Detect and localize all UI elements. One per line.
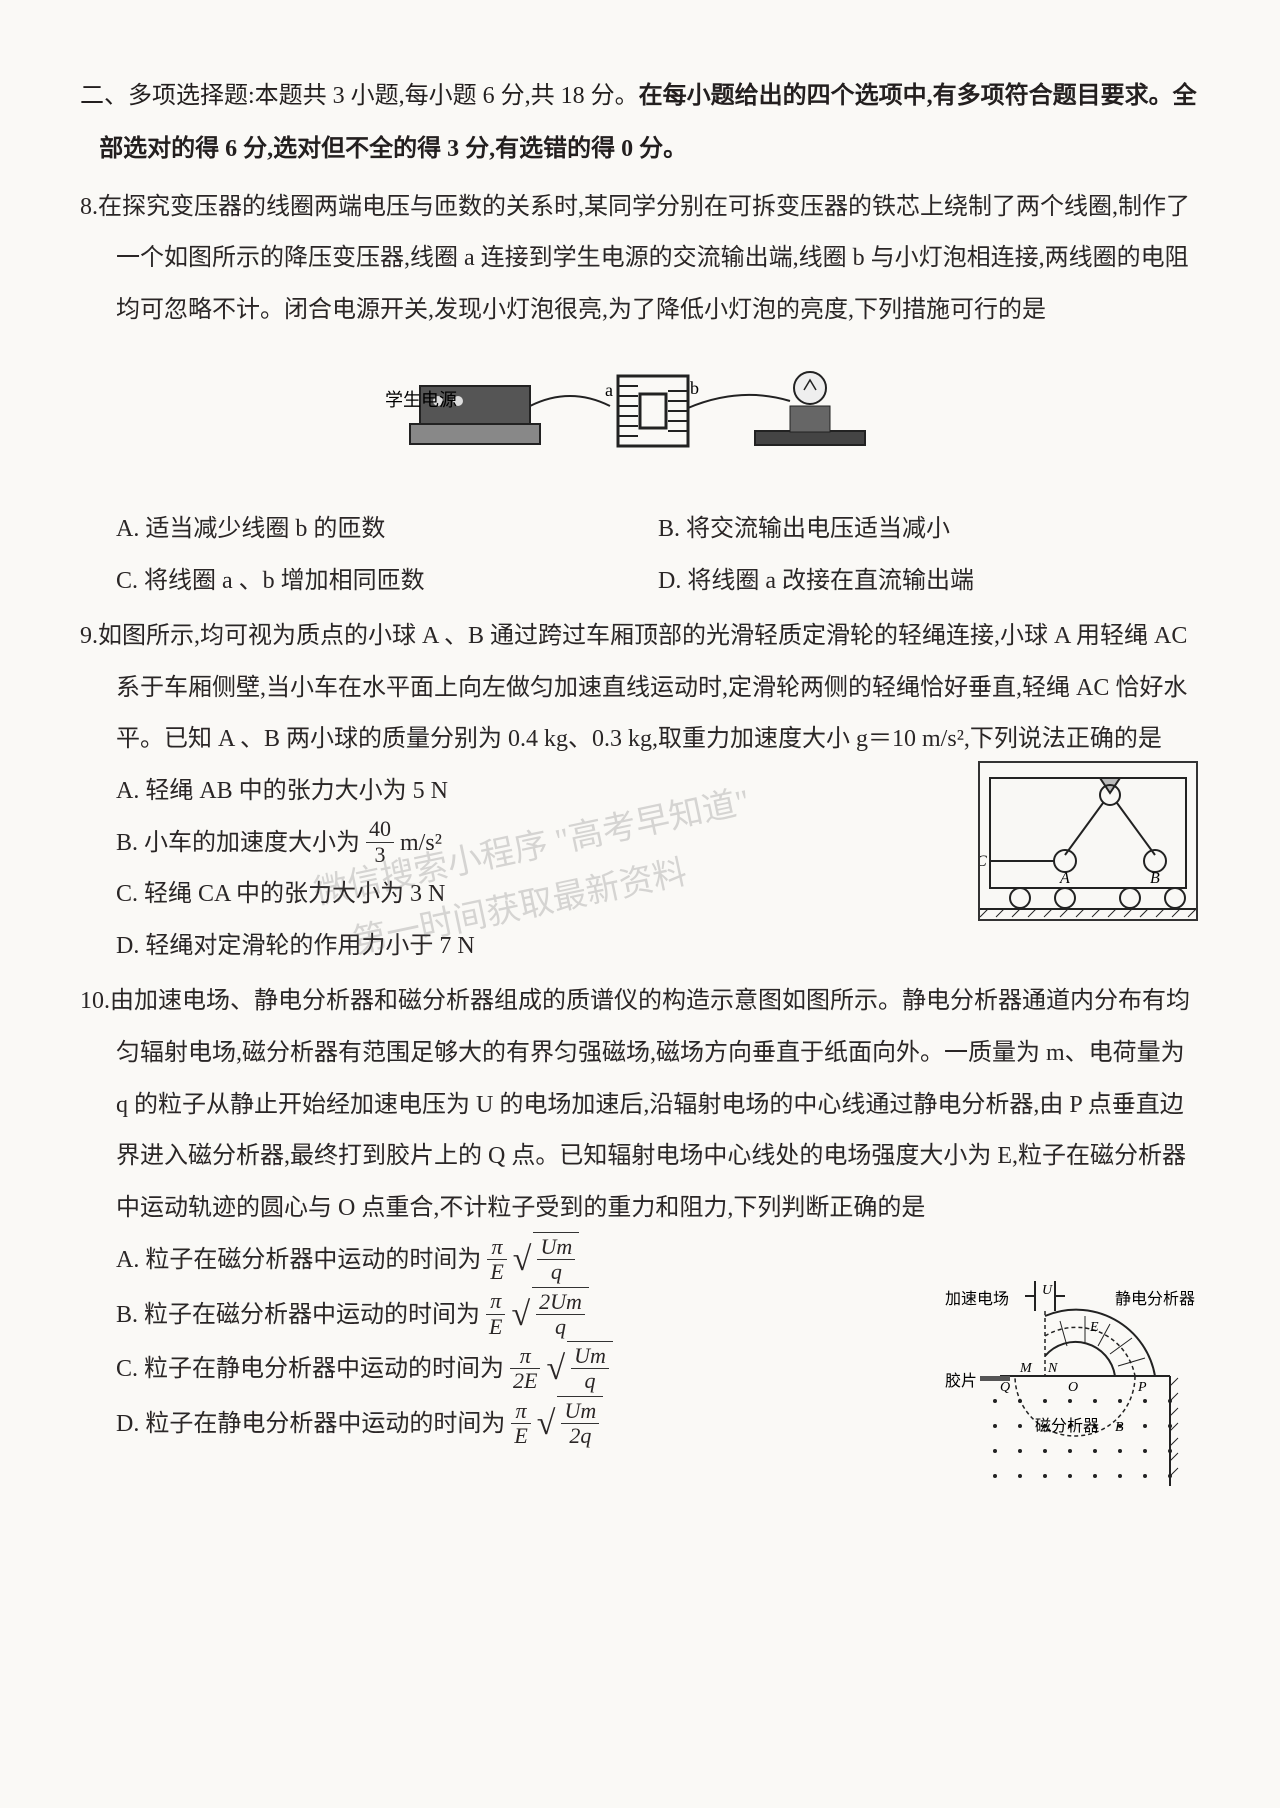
q10-fig-E: E	[1089, 1320, 1099, 1335]
q10-optD-frac: π E	[511, 1399, 530, 1448]
q10-text: 由加速电场、静电分析器和磁分析器组成的质谱仪的构造示意图如图所示。静电分析器通道…	[110, 988, 1190, 1220]
q8-opts-row2: C. 将线圈 a 、b 增加相同匝数 D. 将线圈 a 改接在直流输出端	[80, 556, 1200, 608]
q10-optB-pi: π	[486, 1289, 505, 1314]
q10-optC-pi: π	[510, 1344, 540, 1369]
q10-num: 10.	[80, 988, 110, 1014]
q10-optD-E: E	[511, 1424, 530, 1448]
q10-fig-M: M	[1019, 1361, 1033, 1376]
q10-fig-N: N	[1047, 1361, 1058, 1376]
q10-fig-P: P	[1137, 1380, 1147, 1395]
svg-text:C: C	[980, 853, 987, 870]
q8-body: 8.在探究变压器的线圈两端电压与匝数的关系时,某同学分别在可拆变压器的铁芯上绕制…	[80, 182, 1200, 337]
q8-optC: C. 将线圈 a 、b 增加相同匝数	[116, 556, 658, 608]
q10-optC-frac: π 2E	[510, 1344, 540, 1393]
q8-fig-b: b	[690, 378, 699, 398]
q10-optC-pre: C. 粒子在静电分析器中运动的时间为	[116, 1356, 504, 1382]
q8-optB: B. 将交流输出电压适当减小	[658, 504, 1200, 556]
sqrt-sign-icon: √	[513, 1246, 532, 1273]
exam-page: 二、多项选择题:本题共 3 小题,每小题 6 分,共 18 分。在每小题给出的四…	[0, 0, 1280, 1808]
q8-optA: A. 适当减少线圈 b 的匝数	[116, 504, 658, 556]
q10-optB-E: E	[486, 1315, 505, 1339]
section-header: 二、多项选择题:本题共 3 小题,每小题 6 分,共 18 分。在每小题给出的四…	[80, 70, 1200, 176]
q10-optB-frac: π E	[486, 1289, 505, 1338]
question-8: 8.在探究变压器的线圈两端电压与匝数的关系时,某同学分别在可拆变压器的铁芯上绕制…	[80, 182, 1200, 608]
q10-optA-pi: π	[487, 1235, 506, 1260]
q10-fig-estat: 静电分析器	[1115, 1290, 1195, 1308]
svg-text:B: B	[1150, 870, 1160, 887]
svg-text:A: A	[1059, 870, 1070, 887]
q8-optD: D. 将线圈 a 改接在直流输出端	[658, 556, 1200, 608]
sqrt-sign-icon: √	[537, 1410, 556, 1437]
q10-optA-q: q	[537, 1260, 575, 1284]
q8-text: 在探究变压器的线圈两端电压与匝数的关系时,某同学分别在可拆变压器的铁芯上绕制了两…	[98, 194, 1190, 323]
q10-fig-B: B	[1115, 1420, 1124, 1435]
q9-num: 9.	[80, 623, 98, 649]
q10-optD-sqrt: √ Um 2q	[537, 1396, 603, 1451]
q10-optA-Um: Um	[537, 1235, 575, 1260]
q9-body: 9.如图所示,均可视为质点的小球 A 、B 通过跨过车厢顶部的光滑轻质定滑轮的轻…	[80, 611, 1200, 766]
q10-optC-2E: 2E	[510, 1369, 540, 1393]
q9-figure: A B C	[978, 761, 1198, 921]
q10-fig-U: U	[1042, 1283, 1053, 1298]
q10-fig-O: O	[1068, 1380, 1078, 1395]
q10-optB-sqrt: √ 2Um q	[511, 1287, 588, 1342]
q10-optD-Um: Um	[561, 1399, 599, 1424]
q10-optC-q: q	[571, 1369, 609, 1393]
q10-optB-q: q	[536, 1315, 585, 1339]
q10-optA-pre: A. 粒子在磁分析器中运动的时间为	[116, 1247, 481, 1273]
q8-num: 8.	[80, 194, 98, 220]
question-10: 10.由加速电场、静电分析器和磁分析器组成的质谱仪的构造示意图如图所示。静电分析…	[80, 976, 1200, 1452]
section-desc-plain: 本题共 3 小题,每小题 6 分,共 18 分。	[255, 83, 639, 109]
q9-optB-frac: 40 3	[366, 817, 394, 866]
q10-optA-sqrt: √ Um q	[513, 1232, 579, 1287]
q8-fig-label: 学生电源	[385, 390, 457, 410]
q10-optD-pre: D. 粒子在静电分析器中运动的时间为	[116, 1411, 505, 1437]
q10-optA-frac: π E	[487, 1235, 506, 1284]
question-9: 9.如图所示,均可视为质点的小球 A 、B 通过跨过车厢顶部的光滑轻质定滑轮的轻…	[80, 611, 1200, 972]
q9-optB-num: 40	[366, 817, 394, 842]
q9-optD: D. 轻绳对定滑轮的作用力小于 7 N	[80, 921, 1200, 973]
section-label: 二、多项选择题:	[80, 83, 255, 109]
q10-fig-film: 胶片	[945, 1372, 977, 1390]
q10-optA-E: E	[487, 1260, 506, 1284]
sqrt-sign-icon: √	[546, 1355, 565, 1382]
q10-body: 10.由加速电场、静电分析器和磁分析器组成的质谱仪的构造示意图如图所示。静电分析…	[80, 976, 1200, 1234]
q8-opts-row1: A. 适当减少线圈 b 的匝数 B. 将交流输出电压适当减小	[80, 504, 1200, 556]
q9-optB-post: m/s²	[400, 830, 442, 856]
q10-optB-pre: B. 粒子在磁分析器中运动的时间为	[116, 1302, 480, 1328]
q8-figure: 学生电源 a b	[80, 346, 1200, 486]
q10-optC-Um: Um	[571, 1344, 609, 1369]
q9-optB-den: 3	[366, 843, 394, 867]
q10-optB-2Um: 2Um	[536, 1290, 585, 1315]
q10-fig-Q: Q	[1000, 1380, 1010, 1395]
q9-text: 如图所示,均可视为质点的小球 A 、B 通过跨过车厢顶部的光滑轻质定滑轮的轻绳连…	[98, 623, 1187, 752]
q10-optD-pi: π	[511, 1399, 530, 1424]
q8-fig-a: a	[605, 380, 613, 400]
q10-figure: U 加速电场 静电分析器 E	[940, 1276, 1200, 1506]
q10-fig-mag: 磁分析器	[1035, 1417, 1099, 1435]
q10-optD-2q: 2q	[561, 1424, 599, 1448]
q10-optC-sqrt: √ Um q	[546, 1341, 612, 1396]
q9-optB-pre: B. 小车的加速度大小为	[116, 830, 360, 856]
q10-fig-accel: 加速电场	[945, 1290, 1009, 1308]
sqrt-sign-icon: √	[511, 1301, 530, 1328]
